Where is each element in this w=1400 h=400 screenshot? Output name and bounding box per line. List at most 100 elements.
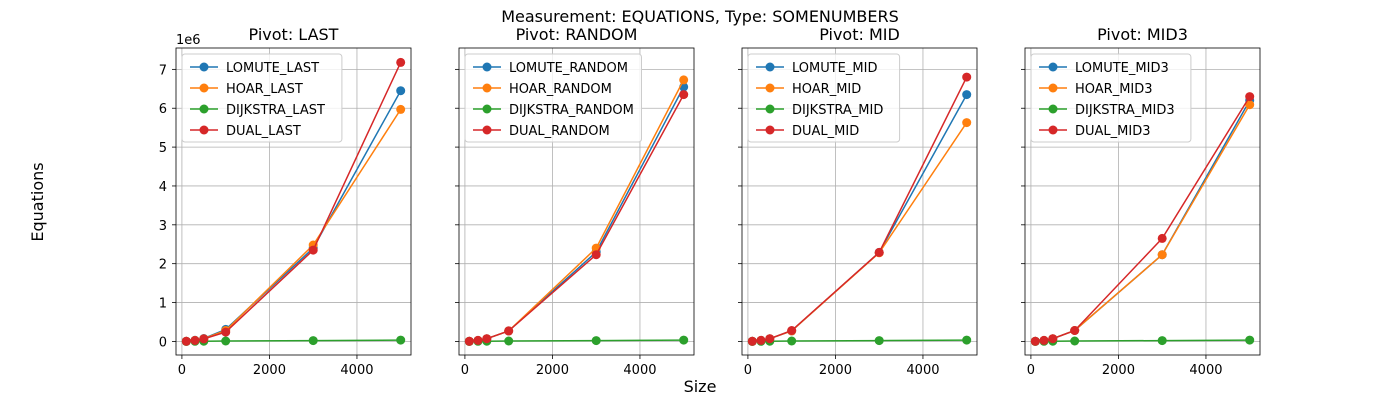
legend: LOMUTE_RANDOM HOAR_RANDOM DIJKSTRA_RANDOM D…: [464, 53, 642, 143]
legend-label: HOAR_LAST: [226, 82, 303, 97]
data-point: [1157, 336, 1167, 346]
x-tick-label: 0: [461, 363, 469, 378]
legend-marker: [482, 125, 492, 135]
legend-marker: [199, 104, 209, 114]
legend-box: [1030, 53, 1192, 143]
series-line-hoar_last: [186, 108, 402, 343]
data-point: [396, 86, 406, 96]
legend-label: DUAL_MID3: [1075, 124, 1151, 139]
legend-label: DUAL_LAST: [226, 124, 301, 139]
y-tick-label: 1: [159, 297, 167, 312]
x-axis-label: Size: [684, 377, 717, 396]
data-point: [181, 336, 191, 346]
data-point: [504, 326, 514, 336]
subplot-title: Pivot: MID: [819, 25, 900, 44]
legend-box: [747, 53, 901, 143]
subplot-4: 0 2000 4000 Pivot: MID3 LOMUTE_MID3 HOAR_MID3…: [1021, 25, 1261, 378]
data-point: [396, 104, 406, 114]
legend-marker: [765, 62, 775, 72]
figure-suptitle: Measurement: EQUATIONS, Type: SOMENUMBER…: [501, 7, 899, 26]
data-point: [679, 90, 689, 100]
y-tick-label: 0: [159, 335, 167, 350]
data-point: [756, 335, 766, 345]
data-point: [679, 75, 689, 85]
legend-label: LOMUTE_MID: [792, 61, 877, 76]
legend-marker: [199, 62, 209, 72]
legend-label: LOMUTE_RANDOM: [509, 61, 628, 76]
legend-marker: [482, 104, 492, 114]
data-point: [1070, 326, 1080, 335]
legend-label: LOMUTE_MID3: [1075, 61, 1169, 76]
plot-frame: [741, 47, 978, 356]
legend-label: DUAL_RANDOM: [509, 124, 610, 139]
data-point: [221, 336, 231, 346]
legend-marker: [1048, 83, 1058, 93]
legend-marker: [765, 104, 775, 114]
data-point: [1245, 92, 1255, 102]
subplot-title: Pivot: LAST: [249, 25, 339, 44]
data-point: [504, 336, 514, 346]
legend-label: DIJKSTRA_LAST: [226, 103, 325, 118]
y-tick-label: 2: [159, 258, 167, 273]
data-point: [1245, 100, 1255, 110]
data-point: [591, 250, 601, 260]
y-tick-label: 3: [159, 219, 167, 234]
legend-box: [464, 53, 642, 143]
data-point: [396, 57, 406, 67]
subplots: 0 2000 4000 0 1 2 3 4 5 6 7 1e6 Pivot: LAST LOMUTE_LA…: [159, 25, 1261, 378]
legend-box: [181, 53, 343, 143]
x-tick-label: 2000: [536, 363, 569, 378]
y-axis-label: Equations: [28, 162, 47, 241]
data-point: [787, 336, 797, 346]
data-point: [396, 335, 406, 345]
data-point: [482, 334, 492, 344]
data-point: [473, 335, 483, 345]
x-tick-label: 2000: [253, 363, 286, 378]
x-tick-label: 0: [1027, 363, 1035, 378]
data-point: [1030, 336, 1040, 346]
legend-label: DIJKSTRA_MID3: [1075, 103, 1175, 118]
subplot-1: 0 2000 4000 0 1 2 3 4 5 6 7 1e6 Pivot: LAST LOMUTE_LA…: [159, 25, 412, 378]
y-exponent-label: 1e6: [176, 33, 201, 48]
x-tick-label: 0: [744, 363, 752, 378]
x-tick-label: 0: [178, 363, 186, 378]
legend-marker: [1048, 125, 1058, 135]
data-point: [962, 335, 972, 345]
legend-marker: [482, 62, 492, 72]
legend-label: LOMUTE_LAST: [226, 61, 319, 76]
data-point: [1048, 334, 1058, 344]
legend-marker: [1048, 104, 1058, 114]
data-point: [308, 245, 318, 255]
legend-label: HOAR_MID: [792, 82, 861, 97]
legend: LOMUTE_MID HOAR_MID DIJKSTRA_MID DUAL_MID: [747, 53, 901, 143]
x-tick-label: 4000: [340, 363, 373, 378]
data-point: [1157, 250, 1167, 260]
data-point: [874, 247, 884, 257]
legend: LOMUTE_MID3 HOAR_MID3 DIJKSTRA_MID3 DUAL_MI…: [1030, 53, 1192, 143]
y-tick-label: 4: [159, 180, 167, 195]
data-point: [199, 334, 209, 344]
data-point: [962, 118, 972, 128]
data-point: [787, 326, 797, 335]
data-point: [1039, 335, 1049, 345]
x-tick-label: 4000: [906, 363, 939, 378]
plot-frame: [175, 47, 412, 356]
data-point: [221, 327, 231, 337]
data-point: [962, 90, 972, 100]
data-point: [765, 334, 775, 344]
data-point: [747, 336, 757, 346]
legend-marker: [482, 83, 492, 93]
x-tick-label: 2000: [1102, 363, 1135, 378]
legend-marker: [765, 125, 775, 135]
data-point: [1070, 336, 1080, 346]
legend-label: HOAR_MID3: [1075, 82, 1153, 97]
series-line-hoar_mid: [752, 122, 968, 343]
data-point: [190, 336, 200, 345]
plot-frame: [458, 47, 695, 356]
legend-label: DIJKSTRA_MID: [792, 103, 883, 118]
subplot-3: 0 2000 4000 Pivot: MID LOMUTE_MID HOAR_MID DIJ…: [738, 25, 978, 378]
legend-label: DUAL_MID: [792, 124, 859, 139]
data-point: [308, 336, 318, 346]
legend-marker: [765, 83, 775, 93]
